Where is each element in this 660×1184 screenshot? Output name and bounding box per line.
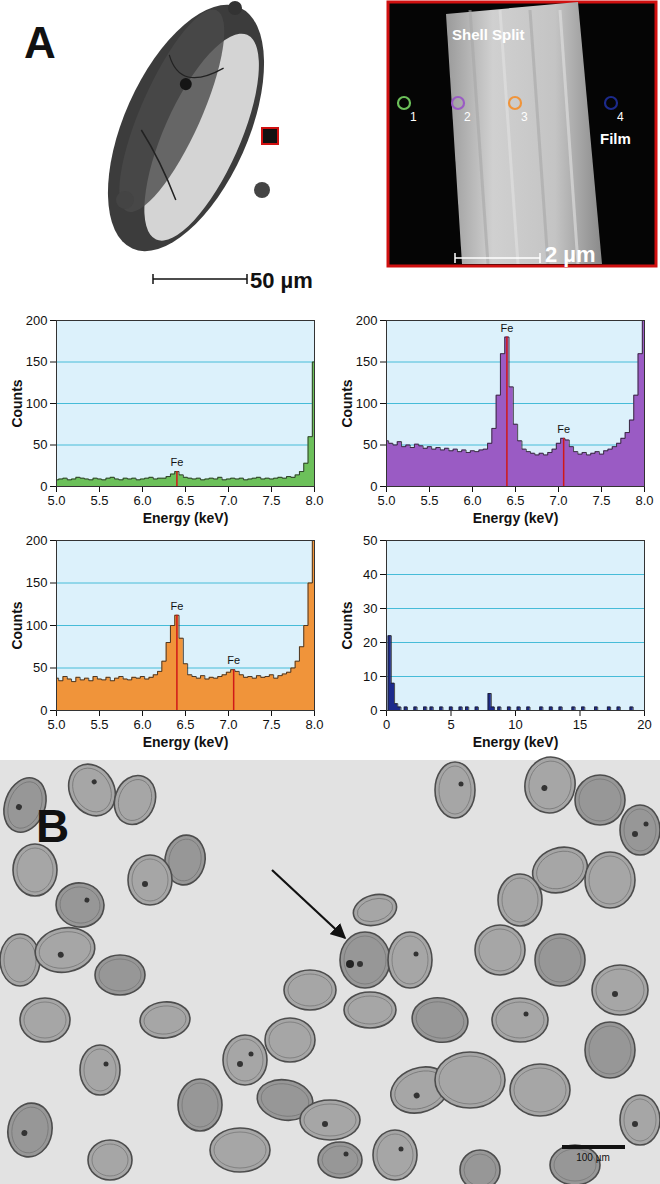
svg-text:10: 10 <box>508 717 522 732</box>
svg-text:2 µm: 2 µm <box>545 242 596 267</box>
svg-text:50: 50 <box>363 533 377 548</box>
svg-text:5: 5 <box>447 717 454 732</box>
svg-text:200: 200 <box>26 533 48 548</box>
svg-text:Energy (keV): Energy (keV) <box>473 510 559 526</box>
svg-text:5.5: 5.5 <box>90 493 108 508</box>
svg-text:7.0: 7.0 <box>219 493 237 508</box>
svg-text:Counts: Counts <box>9 601 25 649</box>
svg-text:5.0: 5.0 <box>47 493 65 508</box>
svg-text:6.0: 6.0 <box>133 493 151 508</box>
svg-text:100: 100 <box>356 396 378 411</box>
svg-text:100: 100 <box>26 396 48 411</box>
svg-text:20: 20 <box>363 635 377 650</box>
svg-text:20: 20 <box>637 717 651 732</box>
svg-text:7.0: 7.0 <box>549 493 567 508</box>
svg-text:5.0: 5.0 <box>47 717 65 732</box>
svg-text:0: 0 <box>40 703 47 718</box>
svg-text:Fe: Fe <box>500 322 513 334</box>
svg-text:7.5: 7.5 <box>262 717 280 732</box>
svg-text:150: 150 <box>26 575 48 590</box>
svg-text:Energy (keV): Energy (keV) <box>473 734 559 750</box>
svg-text:8.0: 8.0 <box>305 493 323 508</box>
svg-text:8.0: 8.0 <box>305 717 323 732</box>
svg-text:150: 150 <box>356 354 378 369</box>
svg-text:6.0: 6.0 <box>133 717 151 732</box>
svg-text:2: 2 <box>464 110 471 124</box>
svg-text:B: B <box>36 800 69 852</box>
svg-text:40: 40 <box>363 567 377 582</box>
svg-text:30: 30 <box>363 601 377 616</box>
svg-text:Fe: Fe <box>227 654 240 666</box>
svg-text:Fe: Fe <box>170 456 183 468</box>
svg-text:100: 100 <box>26 618 48 633</box>
svg-text:Shell Split: Shell Split <box>452 26 525 43</box>
svg-text:0: 0 <box>370 479 377 494</box>
svg-text:10: 10 <box>363 669 377 684</box>
svg-text:7.0: 7.0 <box>219 717 237 732</box>
svg-text:5.5: 5.5 <box>420 493 438 508</box>
svg-text:50: 50 <box>363 437 377 452</box>
svg-text:50 µm: 50 µm <box>250 268 313 293</box>
svg-text:6.5: 6.5 <box>176 717 194 732</box>
svg-text:150: 150 <box>26 354 48 369</box>
svg-text:50: 50 <box>33 437 47 452</box>
svg-text:6.0: 6.0 <box>463 493 481 508</box>
svg-text:1: 1 <box>410 110 417 124</box>
svg-text:4: 4 <box>617 110 624 124</box>
svg-text:7.5: 7.5 <box>262 493 280 508</box>
svg-text:Energy (keV): Energy (keV) <box>143 734 229 750</box>
svg-text:0: 0 <box>370 703 377 718</box>
svg-text:100 µm: 100 µm <box>576 1152 610 1163</box>
svg-text:Energy (keV): Energy (keV) <box>143 510 229 526</box>
svg-text:200: 200 <box>26 313 48 328</box>
svg-text:Film: Film <box>600 130 631 147</box>
svg-text:Fe: Fe <box>170 600 183 612</box>
svg-text:3: 3 <box>521 110 528 124</box>
svg-text:0: 0 <box>40 479 47 494</box>
svg-text:15: 15 <box>573 717 587 732</box>
svg-text:7.5: 7.5 <box>592 493 610 508</box>
svg-text:200: 200 <box>356 313 378 328</box>
svg-text:6.5: 6.5 <box>176 493 194 508</box>
svg-text:6.5: 6.5 <box>506 493 524 508</box>
svg-text:5.5: 5.5 <box>90 717 108 732</box>
svg-text:8.0: 8.0 <box>635 493 653 508</box>
svg-text:Counts: Counts <box>339 379 355 427</box>
svg-text:Counts: Counts <box>9 379 25 427</box>
svg-text:A: A <box>24 18 56 67</box>
svg-text:0: 0 <box>383 717 390 732</box>
svg-text:Counts: Counts <box>339 601 355 649</box>
svg-text:50: 50 <box>33 660 47 675</box>
svg-text:5.0: 5.0 <box>377 493 395 508</box>
svg-text:Fe: Fe <box>557 423 570 435</box>
